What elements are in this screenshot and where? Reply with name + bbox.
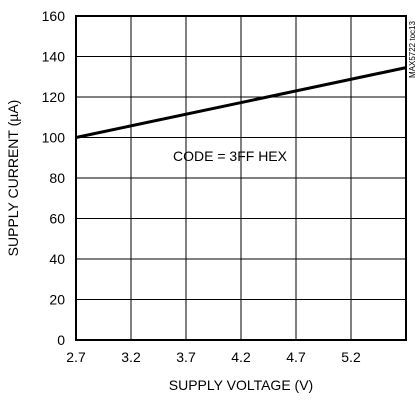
grid-lines bbox=[76, 16, 406, 340]
x-tick-label-4: 4.7 bbox=[286, 349, 306, 365]
plot-frame bbox=[75, 15, 407, 341]
x-axis-title: SUPPLY VOLTAGE (V) bbox=[169, 377, 313, 393]
figure-id-watermark: MAX5722 toc13 bbox=[408, 21, 417, 78]
y-tick-label-2: 40 bbox=[49, 251, 65, 267]
y-tick-label-7: 140 bbox=[42, 49, 66, 65]
series-group bbox=[75, 66, 407, 139]
x-tick-labels: 2.7 3.2 3.7 4.2 4.7 5.2 bbox=[66, 349, 361, 365]
x-tick-label-5: 5.2 bbox=[341, 349, 361, 365]
y-tick-label-1: 20 bbox=[49, 292, 65, 308]
x-tick-label-2: 3.7 bbox=[176, 349, 196, 365]
y-tick-label-4: 80 bbox=[49, 170, 65, 186]
y-axis-title: SUPPLY CURRENT (µA) bbox=[5, 100, 21, 257]
series-line-0 bbox=[75, 66, 407, 139]
x-tick-label-3: 4.2 bbox=[231, 349, 251, 365]
y-tick-labels: 0 20 40 60 80 100 120 140 160 bbox=[42, 8, 66, 348]
x-tick-label-0: 2.7 bbox=[66, 349, 86, 365]
y-tick-label-5: 100 bbox=[42, 130, 66, 146]
y-tick-label-3: 60 bbox=[49, 211, 65, 227]
y-tick-label-6: 120 bbox=[42, 89, 66, 105]
y-tick-label-0: 0 bbox=[57, 332, 65, 348]
y-tick-label-8: 160 bbox=[42, 8, 66, 24]
x-tick-label-1: 3.2 bbox=[121, 349, 141, 365]
code-annotation: CODE = 3FF HEX bbox=[173, 148, 288, 164]
